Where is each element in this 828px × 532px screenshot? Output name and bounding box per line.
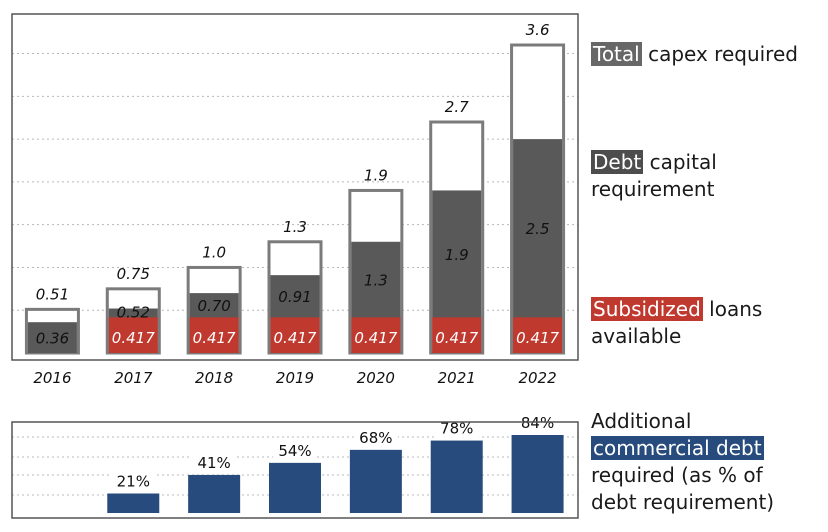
legend-subsidized: Subsidized loans available bbox=[591, 296, 762, 350]
subsidized-label: 0.417 bbox=[193, 329, 236, 347]
commercial-bar bbox=[349, 449, 402, 513]
x-tick-label: 2020 bbox=[357, 369, 395, 387]
commercial-label-bg bbox=[273, 441, 317, 460]
total-label: 1.9 bbox=[364, 166, 388, 184]
total-label: 0.51 bbox=[36, 285, 69, 303]
subsidized-label: 0.417 bbox=[435, 329, 478, 347]
plot-frame-top bbox=[11, 13, 579, 361]
debt-label: 0.70 bbox=[197, 297, 230, 315]
subsidized-bar bbox=[189, 317, 239, 353]
debt-label: 0.91 bbox=[278, 288, 311, 306]
x-tick-label: 2018 bbox=[195, 369, 233, 387]
subsidized-bar bbox=[351, 317, 401, 353]
legend-commercial-line1: Additional bbox=[591, 409, 692, 433]
debt-label: 0.36 bbox=[36, 330, 69, 348]
legend-subsidized-line2: available bbox=[591, 324, 682, 348]
legend-debt-highlight: Debt bbox=[591, 150, 644, 174]
legend-commercial: Additional commercial debt required (as … bbox=[591, 408, 774, 516]
x-tick-label: 2021 bbox=[438, 369, 476, 387]
debt-label: 1.3 bbox=[364, 272, 388, 290]
legend-commercial-highlight: commercial debt bbox=[591, 436, 764, 460]
commercial-label-bg bbox=[353, 428, 398, 447]
legend-debt-line2: requirement bbox=[591, 177, 715, 201]
commercial-label: 68% bbox=[359, 429, 392, 447]
commercial-bar bbox=[430, 440, 483, 513]
commercial-label: 84% bbox=[521, 414, 554, 432]
debt-bar bbox=[27, 322, 77, 353]
subsidized-bar bbox=[270, 317, 320, 353]
commercial-bar bbox=[511, 435, 564, 513]
subsidized-label: 0.417 bbox=[274, 329, 317, 347]
total-label: 0.75 bbox=[117, 265, 150, 283]
legend-total: Total capex required bbox=[591, 41, 798, 68]
legend-subsidized-highlight: Subsidized bbox=[591, 297, 703, 321]
legend-total-highlight: Total bbox=[591, 42, 642, 66]
total-label: 1.0 bbox=[202, 243, 226, 261]
legend-subsidized-text: loans bbox=[702, 297, 763, 321]
commercial-label: 54% bbox=[278, 442, 311, 460]
total-label: 3.6 bbox=[526, 21, 550, 39]
legend-total-text: capex required bbox=[641, 42, 798, 66]
plot-frame-bottom bbox=[11, 421, 579, 519]
subsidized-label: 0.417 bbox=[516, 329, 559, 347]
commercial-label: 21% bbox=[117, 473, 150, 491]
x-tick-label: 2022 bbox=[518, 369, 556, 387]
legend-commercial-line3: required (as % of bbox=[591, 463, 763, 487]
debt-label: 0.52 bbox=[117, 304, 150, 322]
subsidized-bar bbox=[513, 317, 563, 353]
x-tick-label: 2017 bbox=[114, 369, 153, 387]
subsidized-bar bbox=[108, 317, 158, 353]
x-tick-label: 2016 bbox=[33, 369, 71, 387]
x-tick-label: 2019 bbox=[276, 369, 314, 387]
commercial-label-bg bbox=[434, 419, 479, 438]
commercial-label: 78% bbox=[440, 420, 473, 438]
total-label: 2.7 bbox=[445, 98, 469, 116]
commercial-bar bbox=[269, 462, 321, 513]
commercial-bar bbox=[188, 474, 241, 513]
total-label: 1.3 bbox=[283, 218, 307, 236]
subsidized-bar bbox=[432, 317, 482, 353]
debt-label: 2.5 bbox=[526, 220, 550, 238]
commercial-label-bg bbox=[515, 414, 560, 432]
commercial-label-bg bbox=[111, 472, 156, 491]
subsidized-label: 0.417 bbox=[112, 329, 155, 347]
commercial-label-bg bbox=[192, 453, 237, 472]
legend-debt: Debt capital requirement bbox=[591, 149, 717, 203]
commercial-bar bbox=[107, 493, 160, 513]
debt-label: 1.9 bbox=[445, 246, 469, 264]
commercial-label: 41% bbox=[197, 454, 230, 472]
legend-debt-text: capital bbox=[643, 150, 717, 174]
legend-commercial-line4: debt requirement) bbox=[591, 490, 775, 514]
subsidized-label: 0.417 bbox=[354, 329, 397, 347]
